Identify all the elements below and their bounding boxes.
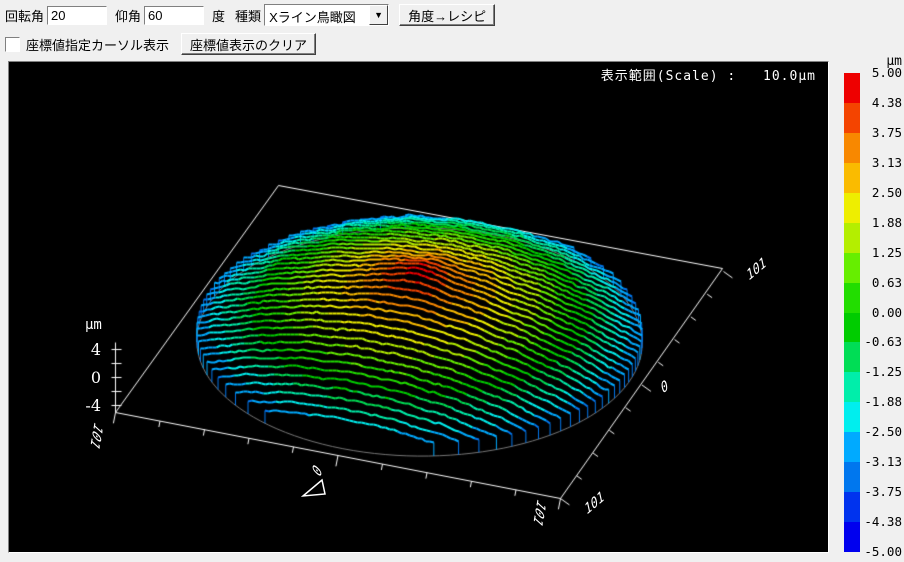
colorbar-tick-label: 3.13 [871,154,902,170]
colorbar-segment [844,462,860,493]
colorbar-segment [844,73,860,103]
colorbar-tick-label: 1.88 [871,214,902,230]
colorbar-tick-label: -4.38 [864,514,902,530]
clear-coordinates-button[interactable]: 座標値表示のクリア [181,33,317,55]
degree-label: 度 [212,8,226,24]
type-select-value: Xライン鳥瞰図 [269,10,356,25]
toolbar-row-cursor: 座標値指定カーソル表示 座標値表示のクリア [5,32,317,56]
colorbar-tick-label: -0.63 [864,334,902,350]
colorbar-tick-label: 5.00 [871,65,902,80]
colorbar [844,73,860,552]
display-range-label: 表示範囲(Scale) : [600,69,737,84]
birdseye-plot-panel: 表示範囲(Scale) : 10.0μm μm 4 0 -4 101 0 101… [8,61,829,553]
colorbar-tick-label: -1.25 [864,364,902,380]
colorbar-segment [844,342,860,373]
cursor-display-checkbox-label: 座標値指定カーソル表示 [26,37,170,53]
colorbar-tick-label: 0.00 [871,304,902,320]
colorbar-segment [844,162,860,193]
z-axis-unit-label: μm [85,317,102,333]
colorbar-tick-label: -1.88 [864,394,902,410]
colorbar-tick-label: 0.63 [871,274,902,290]
colorbar-segment [844,372,860,403]
colorbar-segment [844,282,860,313]
colorbar-unit-label: μm [886,54,902,69]
colorbar-segment [844,132,860,163]
colorbar-tick-label: -3.75 [864,484,902,500]
z-axis-tick-minus4: -4 [85,396,101,415]
rotation-angle-input[interactable] [47,5,108,25]
elevation-angle-input[interactable] [144,5,205,25]
colorbar-tick-label: 1.25 [871,244,902,260]
type-label: 種類 [235,8,262,24]
colorbar-tick-label: 2.50 [871,184,902,200]
display-range-value: 10.0μm [763,69,816,84]
rotation-angle-label: 回転角 [5,8,45,24]
colorbar-segment [844,492,860,523]
colorbar-tick-label: -2.50 [864,424,902,440]
colorbar-segment [844,432,860,463]
colorbar-tick-label: -5.00 [864,544,902,559]
colorbar-tick-label: 3.75 [871,124,902,140]
colorbar-segment [844,402,860,433]
colorbar-segment [844,222,860,253]
colorbar-segment [844,252,860,283]
axis-cursor-triangle [301,478,326,497]
colorbar-tick-label: 4.38 [871,94,902,110]
cursor-display-checkbox[interactable] [5,36,20,52]
z-axis-tick-0: 0 [90,368,101,387]
angle-to-recipe-button[interactable]: 角度→レシピ [399,4,496,26]
display-range-readout: 表示範囲(Scale) : 10.0μm [601,65,816,84]
chevron-down-icon[interactable]: ▼ [369,5,389,25]
surface-3d-canvas [9,62,828,552]
colorbar-segment [844,522,860,552]
toolbar-row-angles: 回転角 仰角 度 種類 Xライン鳥瞰図 ▼ 角度→レシピ [5,4,496,26]
z-axis-tick-4: 4 [90,340,101,359]
colorbar-segment [844,102,860,133]
colorbar-segment [844,312,860,343]
type-select[interactable]: Xライン鳥瞰図 ▼ [264,4,390,26]
colorbar-segment [844,192,860,223]
colorbar-tick-label: -3.13 [864,454,902,470]
elevation-angle-label: 仰角 [115,8,142,24]
